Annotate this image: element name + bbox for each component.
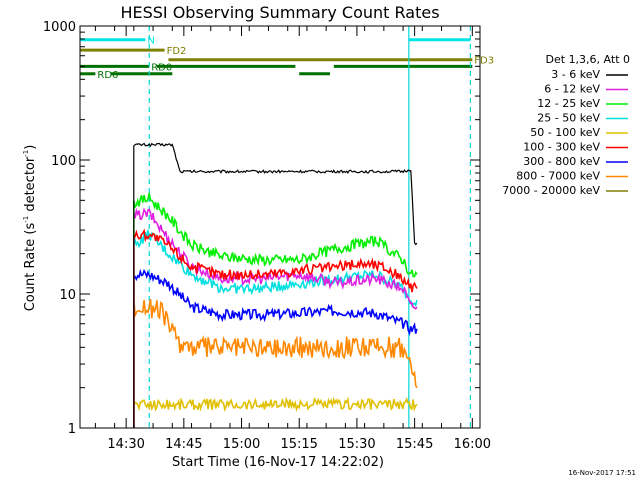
y-tick-label: 10 — [59, 288, 76, 303]
series-line-800-7000-kev — [133, 298, 418, 428]
y-tick-label: 1000 — [43, 20, 76, 35]
flag-label-n: N — [147, 36, 154, 47]
x-tick-label: 15:00 — [223, 437, 260, 452]
legend-label-7000-20000-kev: 7000 - 20000 keV — [502, 184, 600, 197]
x-tick-label: 14:45 — [165, 437, 202, 452]
legend-label-800-7000-kev: 800 - 7000 keV — [516, 170, 600, 183]
event-vertical-lines — [148, 26, 471, 428]
legend-label-50-100-kev: 50 - 100 keV — [530, 126, 600, 139]
y-tick-label: 100 — [51, 154, 76, 169]
x-tick-label: 15:30 — [338, 437, 375, 452]
chart-title: HESSI Observing Summary Count Rates — [120, 3, 439, 22]
x-tick-label: 15:15 — [280, 437, 317, 452]
x-tick-label: 15:45 — [396, 437, 433, 452]
x-tick-label: 14:30 — [107, 437, 144, 452]
y-axis-ticks: 1 10 100 1000 — [43, 20, 480, 437]
generation-timestamp: 16-Nov-2017 17:51 — [568, 469, 636, 477]
legend-label-25-50-kev: 25 - 50 keV — [537, 112, 600, 125]
flag-label-fd3: FD3 — [474, 56, 494, 67]
legend-label-6-12-kev: 6 - 12 keV — [544, 83, 600, 96]
legend-label-100-300-kev: 100 - 300 keV — [523, 141, 600, 154]
y-axis-label: Count Rate (s-1 detector-1) — [22, 145, 38, 312]
series-line-300-800-kev — [133, 268, 418, 428]
legend-label-3-6-kev: 3 - 6 keV — [551, 68, 600, 81]
series-line-100-300-kev — [133, 228, 418, 428]
series-lines — [133, 142, 418, 428]
x-tick-label: 16:00 — [454, 437, 491, 452]
legend-title: Det 1,3,6, Att 0 — [546, 53, 630, 66]
flag-label-rd0: RD0 — [151, 62, 172, 73]
x-axis-ticks: 14:30 14:45 15:00 15:15 15:30 15:45 16:00 — [94, 26, 491, 452]
flag-label-rd6: RD6 — [97, 70, 118, 81]
series-line-3-6-kev — [133, 142, 418, 428]
y-tick-label: 1 — [68, 422, 76, 437]
flag-label-fd2: FD2 — [167, 46, 187, 57]
legend-label-300-800-kev: 300 - 800 keV — [523, 155, 600, 168]
legend-label-12-25-kev: 12 - 25 keV — [537, 97, 600, 110]
series-line-25-50-kev — [133, 229, 418, 428]
plot-frame — [79, 25, 481, 429]
series-line-50-100-kev — [133, 396, 418, 428]
x-axis-label: Start Time (16-Nov-17 14:22:02) — [172, 455, 384, 470]
series-line-12-25-kev — [133, 192, 418, 428]
attenuator-flags: N FD2 FD3 RD0 RD6 — [80, 36, 494, 81]
